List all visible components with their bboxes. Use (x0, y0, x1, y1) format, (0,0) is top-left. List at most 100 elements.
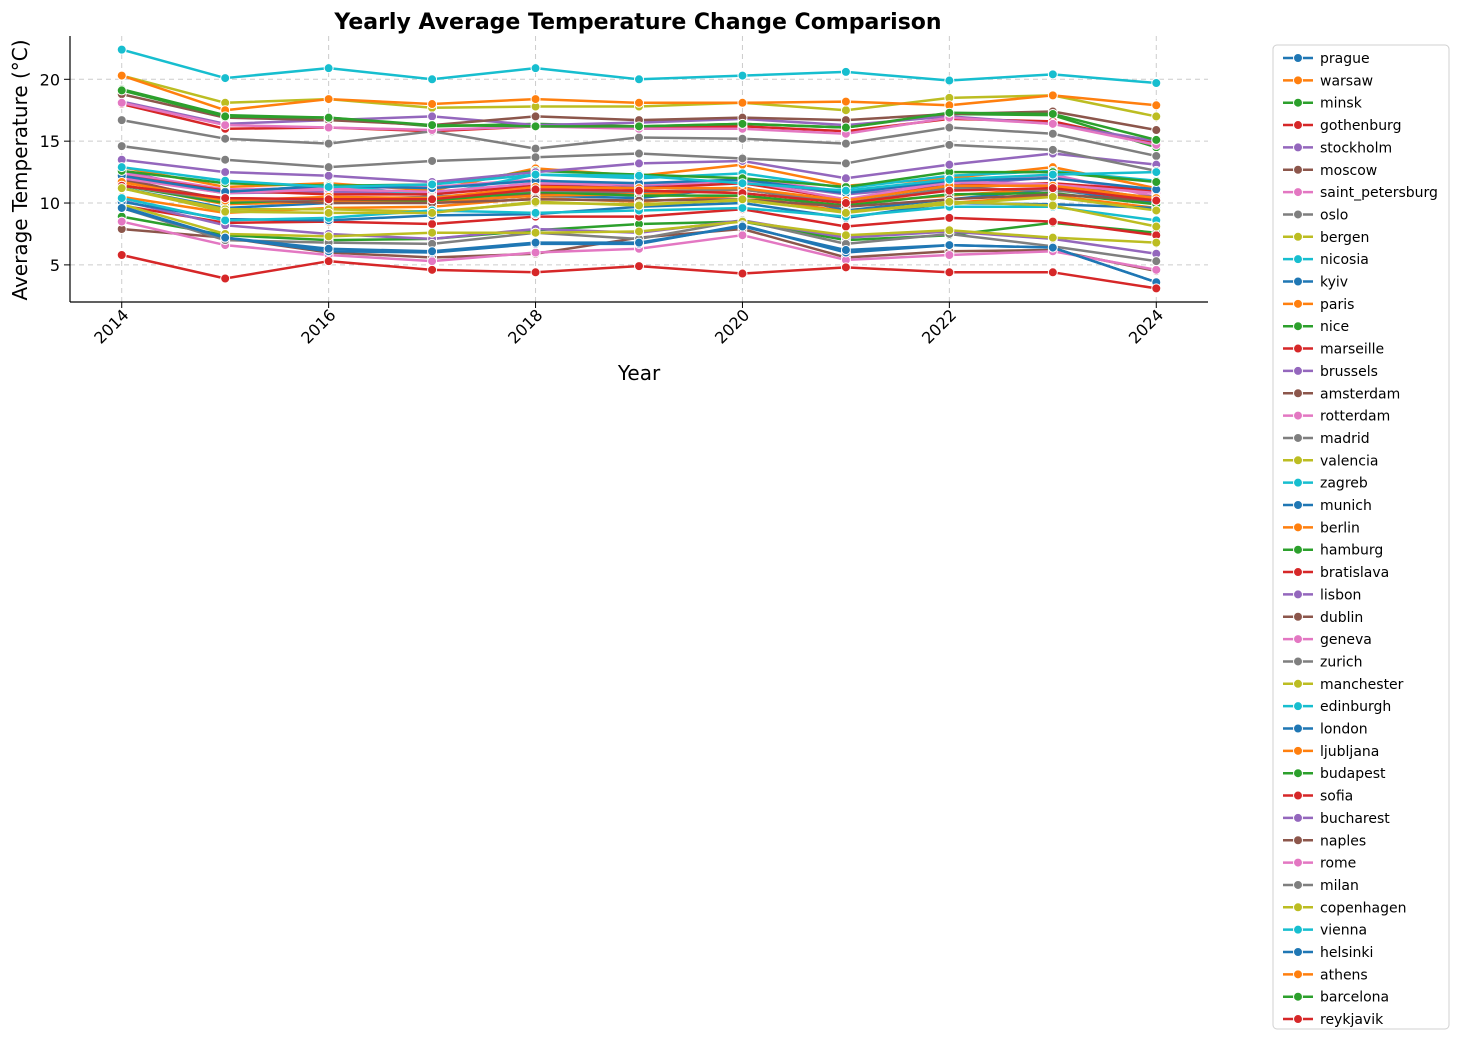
legend-label: marseille (1320, 342, 1384, 358)
legend-swatch-marker (1293, 723, 1303, 734)
legend-item-athens: athens (1283, 967, 1368, 983)
data-point (944, 249, 955, 260)
legend-label: reykjavik (1320, 1012, 1384, 1028)
data-point (1151, 151, 1162, 162)
legend-label: zagreb (1320, 476, 1368, 492)
legend-item-moscow: moscow (1283, 163, 1377, 179)
data-point (530, 94, 541, 105)
data-point (1047, 118, 1058, 129)
legend-label: lisbon (1320, 587, 1361, 603)
data-point (1047, 108, 1058, 119)
data-point (634, 148, 644, 159)
legend-item-barcelona: barcelona (1283, 990, 1389, 1006)
data-point (427, 194, 438, 205)
legend-swatch-marker (1293, 656, 1303, 667)
series-bucharest (116, 148, 1162, 187)
legend-label: berlin (1320, 520, 1360, 536)
legend-swatch-marker (1293, 678, 1303, 689)
legend-item-saint_petersburg: saint_petersburg (1283, 185, 1438, 201)
data-point (944, 196, 955, 207)
legend-item-london: london (1283, 722, 1368, 738)
legend-label: edinburgh (1320, 699, 1391, 715)
legend-swatch-marker (1293, 589, 1303, 600)
data-point (1151, 195, 1162, 206)
data-point (1047, 128, 1058, 139)
data-point (944, 240, 955, 251)
legend-item-vienna: vienna (1283, 923, 1367, 939)
legend-label: budapest (1320, 766, 1386, 782)
data-point (427, 111, 438, 122)
data-point (323, 122, 334, 133)
data-point (323, 194, 334, 205)
legend-label: helsinki (1320, 945, 1373, 961)
data-point (323, 243, 334, 254)
x-tick-label: 2016 (297, 305, 339, 347)
legend-label: bergen (1320, 230, 1369, 246)
data-point (427, 264, 438, 275)
data-point (323, 256, 334, 267)
legend-label: rome (1320, 856, 1356, 872)
legend-label: valencia (1320, 453, 1378, 469)
series-barcelona (116, 85, 1162, 145)
data-point (323, 94, 334, 105)
x-tick-label: 2022 (918, 305, 960, 347)
legend-swatch-marker (1293, 947, 1303, 957)
x-tick-label: 2018 (504, 305, 546, 347)
series-nicosia (116, 44, 1162, 89)
data-point (737, 118, 748, 129)
data-point (427, 120, 438, 131)
legend-swatch-marker (1293, 410, 1303, 421)
data-point (1047, 69, 1058, 80)
legend-box (1272, 44, 1450, 1030)
data-point (634, 200, 644, 211)
data-point (220, 73, 231, 84)
legend-swatch-marker (1293, 500, 1303, 510)
data-point (634, 237, 644, 248)
legend-item-ljubljana: ljubljana (1283, 744, 1379, 760)
legend-label: ljubljana (1320, 744, 1379, 760)
legend-label: bucharest (1320, 811, 1390, 827)
legend-item-madrid: madrid (1283, 431, 1370, 447)
legend-swatch-marker (1293, 120, 1303, 131)
data-point (116, 216, 127, 227)
legend-swatch-marker (1293, 276, 1303, 287)
data-point (1047, 267, 1058, 278)
data-point (1047, 242, 1058, 253)
data-point (944, 267, 955, 278)
legend-label: nicosia (1320, 252, 1369, 268)
data-point (634, 226, 644, 237)
x-tick-label: 2014 (90, 305, 132, 347)
legend-item-kyiv: kyiv (1283, 275, 1348, 291)
legend-item-manchester: manchester (1283, 677, 1404, 693)
data-point (220, 232, 231, 243)
legend-swatch-marker (1293, 477, 1303, 488)
legend-item-zurich: zurich (1283, 654, 1362, 670)
data-point (634, 97, 644, 108)
legend-swatch-marker (1293, 924, 1303, 935)
data-point (1047, 90, 1058, 101)
legend-label: saint_petersburg (1320, 185, 1438, 201)
data-point (634, 170, 644, 181)
legend-swatch-marker (1293, 611, 1303, 622)
series-reykjavik (116, 249, 1162, 294)
data-point (737, 133, 748, 144)
data-point (427, 219, 438, 230)
legend-item-hamburg: hamburg (1283, 543, 1383, 559)
legend-label: moscow (1320, 163, 1377, 179)
data-point (840, 138, 851, 149)
legend-swatch-marker (1293, 343, 1303, 354)
legend-swatch-marker (1293, 969, 1303, 980)
legend-item-sofia: sofia (1283, 789, 1353, 805)
legend-swatch-marker (1293, 231, 1303, 242)
data-point (530, 267, 541, 278)
data-point (1151, 111, 1162, 122)
y-tick-label: 5 (50, 256, 60, 275)
data-point (530, 247, 541, 258)
data-point (220, 133, 231, 144)
data-point (530, 63, 541, 74)
data-point (530, 111, 541, 122)
data-point (1151, 176, 1162, 187)
legend-label: kyiv (1320, 275, 1348, 291)
legend-swatch-marker (1293, 254, 1303, 265)
legend-swatch-marker (1293, 432, 1303, 443)
